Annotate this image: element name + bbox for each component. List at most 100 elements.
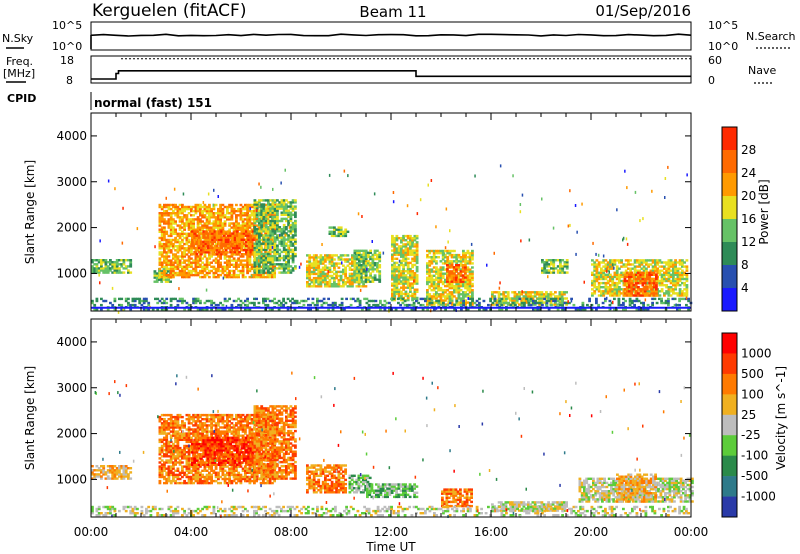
heatmap-cell bbox=[237, 209, 240, 213]
heatmap-cell bbox=[158, 299, 162, 303]
heatmap-cell bbox=[615, 288, 619, 291]
heatmap-cell bbox=[450, 253, 454, 257]
heatmap-cell bbox=[646, 288, 649, 291]
heatmap-cell bbox=[672, 267, 675, 270]
heatmap-cell bbox=[376, 266, 379, 269]
heatmap-cell bbox=[365, 308, 369, 311]
heatmap-cell bbox=[442, 301, 445, 305]
heatmap-cell bbox=[428, 284, 432, 288]
heatmap-cell bbox=[452, 268, 456, 271]
heatmap-cell bbox=[685, 275, 689, 279]
heatmap-cell bbox=[95, 299, 99, 303]
heatmap-cell bbox=[611, 277, 615, 281]
heatmap-cell bbox=[310, 262, 314, 265]
heatmap-cell bbox=[433, 308, 436, 311]
heatmap-cell bbox=[615, 271, 619, 274]
heatmap-cell bbox=[561, 308, 564, 311]
heatmap-cell bbox=[593, 261, 597, 264]
heatmap-cell bbox=[321, 256, 325, 259]
heatmap-cell bbox=[312, 256, 316, 259]
heatmap-cell bbox=[233, 234, 237, 237]
heatmap-cell bbox=[615, 267, 619, 270]
heatmap-cell bbox=[364, 280, 368, 283]
heatmap-cell bbox=[196, 257, 200, 260]
heatmap-cell bbox=[142, 308, 146, 311]
heatmap-cell bbox=[627, 263, 630, 266]
heatmap-cell bbox=[231, 253, 235, 256]
heatmap-cell bbox=[187, 218, 191, 221]
heatmap-cell bbox=[317, 276, 321, 280]
heatmap-cell bbox=[239, 228, 243, 231]
heatmap-cell bbox=[181, 216, 184, 219]
heatmap-cell bbox=[639, 281, 643, 285]
heatmap-cell bbox=[192, 226, 195, 229]
heatmap-cell bbox=[244, 218, 247, 221]
heatmap-cell bbox=[246, 216, 249, 219]
heatmap-cell bbox=[348, 272, 352, 276]
heatmap-cell bbox=[255, 213, 259, 216]
heatmap-cell bbox=[204, 238, 208, 241]
heatmap-cell bbox=[652, 281, 656, 285]
heatmap-cell bbox=[409, 251, 412, 254]
heatmap-cell bbox=[466, 262, 470, 265]
heatmap-cell bbox=[367, 259, 370, 263]
heatmap-cell bbox=[239, 255, 243, 258]
heatmap-cell bbox=[397, 251, 401, 254]
heatmap-cell bbox=[232, 228, 236, 231]
heatmap-cell bbox=[237, 297, 240, 301]
heatmap-cell bbox=[309, 303, 312, 307]
heatmap-cell bbox=[210, 303, 213, 307]
heatmap-cell bbox=[678, 259, 682, 262]
heatmap-cell bbox=[271, 232, 275, 235]
heatmap-cell bbox=[637, 288, 640, 291]
heatmap-cell bbox=[565, 291, 568, 294]
heatmap-cell bbox=[441, 249, 445, 253]
heatmap-cell bbox=[124, 267, 128, 270]
heatmap-cell bbox=[273, 248, 277, 252]
heatmap-cell bbox=[249, 244, 253, 248]
heatmap-cell bbox=[282, 299, 285, 303]
heatmap-cell bbox=[163, 218, 166, 221]
heatmap-cell bbox=[639, 271, 643, 274]
heatmap-cell bbox=[190, 224, 193, 227]
heatmap-cell bbox=[321, 278, 325, 282]
heatmap-cell bbox=[250, 301, 254, 305]
heatmap-cell bbox=[652, 286, 656, 289]
heatmap-cell bbox=[176, 267, 180, 271]
heatmap-cell bbox=[395, 261, 399, 265]
heatmap-cell bbox=[165, 255, 169, 258]
heatmap-cell bbox=[468, 262, 472, 265]
heatmap-cell bbox=[362, 283, 365, 286]
heatmap-cell bbox=[563, 271, 567, 274]
heatmap-cell bbox=[316, 308, 319, 311]
heatmap-cell bbox=[550, 261, 553, 264]
heatmap-cell bbox=[306, 276, 309, 280]
heatmap-cell bbox=[204, 240, 208, 243]
heatmap-cell bbox=[635, 299, 639, 303]
heatmap-cell bbox=[165, 273, 169, 277]
heatmap-cell bbox=[446, 297, 450, 300]
heatmap-cell bbox=[212, 220, 216, 223]
heatmap-cell bbox=[388, 308, 391, 311]
heatmap-cell bbox=[251, 253, 255, 256]
heatmap-cell bbox=[95, 269, 99, 272]
heatmap-cell bbox=[176, 263, 180, 266]
heatmap-cell bbox=[406, 296, 410, 300]
heatmap-cell bbox=[493, 303, 497, 306]
heatmap-cell bbox=[393, 249, 397, 252]
heatmap-cell bbox=[529, 297, 533, 301]
heatmap-cell bbox=[232, 224, 236, 227]
heatmap-cell bbox=[192, 214, 195, 217]
heatmap-cell bbox=[457, 253, 461, 257]
heatmap-cell bbox=[178, 247, 182, 250]
heatmap-cell bbox=[201, 214, 204, 217]
heatmap-cell bbox=[330, 260, 334, 263]
heatmap-cell bbox=[190, 207, 193, 211]
heatmap-cell bbox=[219, 257, 222, 260]
heatmap-cell bbox=[267, 242, 270, 245]
heatmap-cell bbox=[238, 236, 241, 239]
heatmap-cell bbox=[264, 265, 268, 268]
heatmap-cell bbox=[172, 220, 175, 223]
heatmap-cell bbox=[415, 290, 419, 293]
heatmap-cell bbox=[625, 273, 629, 276]
